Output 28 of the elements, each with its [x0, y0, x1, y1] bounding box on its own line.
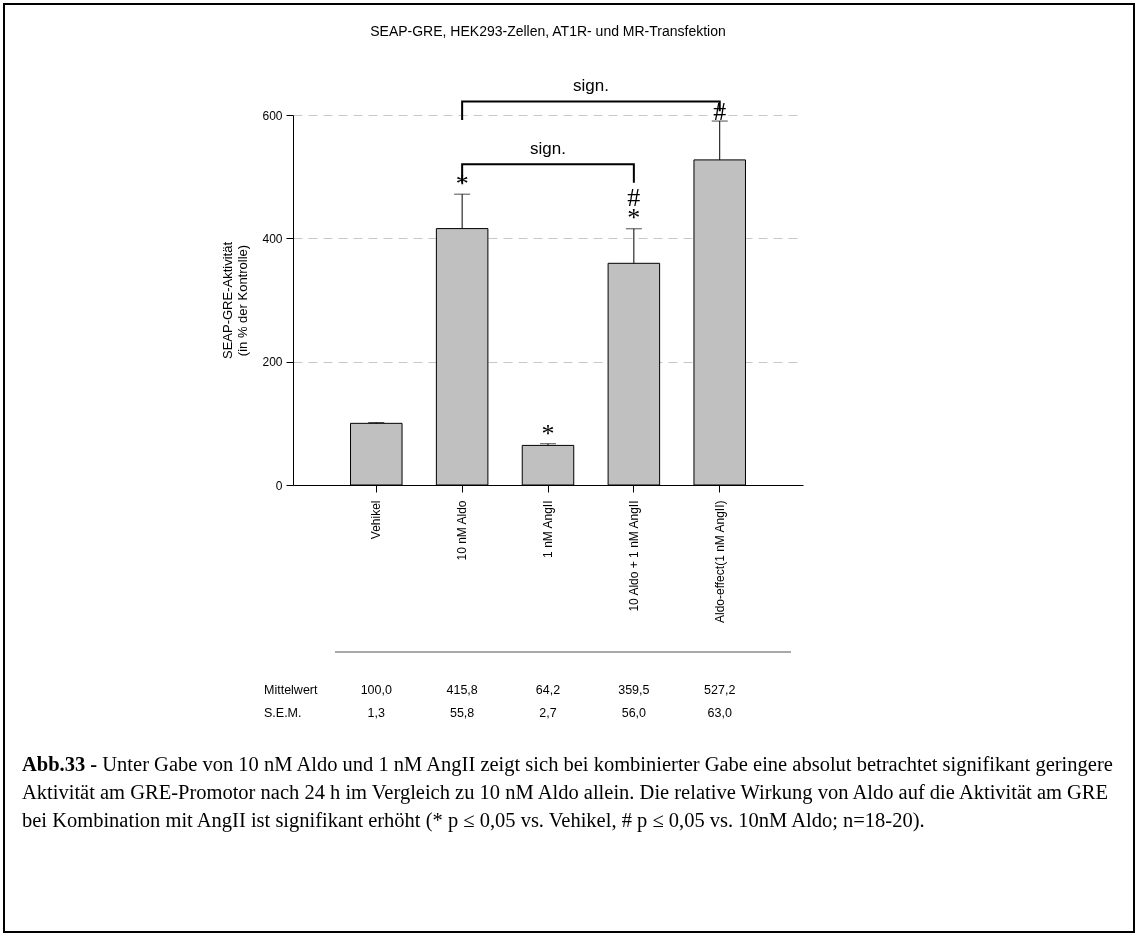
chart-title: SEAP-GRE, HEK293-Zellen, AT1R- und MR-Transfektion	[370, 22, 726, 39]
data-label: 415,8	[446, 683, 478, 697]
x-tick-label: Vehikel	[369, 500, 384, 540]
text: sign.	[572, 76, 609, 96]
annotation: #	[713, 96, 727, 126]
text: 55,8	[449, 706, 475, 720]
text: S.E.M.	[264, 706, 302, 720]
x-tick-label: Aldo-effect(1 nM AngII)	[712, 500, 727, 624]
y-tick-label: 400	[262, 231, 283, 246]
y-tick-label: 600	[262, 108, 283, 123]
text: 63,0	[707, 706, 732, 720]
annotation: *	[541, 418, 555, 448]
text: 2,7	[539, 706, 557, 720]
x-tick-label: 10 nM Aldo	[455, 500, 470, 561]
text: 56,0	[621, 706, 647, 720]
data-label: 359,5	[618, 683, 650, 697]
x-tick-label: 1 nM AngII	[541, 500, 555, 558]
text: Mittelwert	[264, 683, 319, 697]
y-axis-title: SEAP-GRE-Aktivität (in % der Kontrolle)	[220, 241, 251, 360]
y-tick-label: 200	[262, 355, 283, 370]
annotation: sign.	[530, 139, 566, 159]
caption: Abb.33 - Unter Gabe von 10 nM Aldo und 1 nM AngII zeigt sich bei kombinierter Gabe eine absolut betrachtet signifikant geringere Aktivität am GRE-Promotor nach 24 h im Vergleich zu 10 nM Aldo allein. Die relative Wirkung von Aldo auf die Aktivität am GRE bei Kombination mit AngII ist signifikant erhöht (* p ≤ 0,05 vs. Vehikel, # p ≤ 0,05 vs. 10nM Aldo; n=18-20).	[22, 752, 1114, 834]
data-label: 527,2	[704, 683, 736, 697]
data-label: 64,2	[535, 683, 561, 697]
x-tick-label: 10 Aldo + 1 nM AngII	[626, 500, 641, 612]
text: 1,3	[367, 706, 386, 720]
data-label: 100,0	[360, 683, 392, 697]
y-tick-label: 0	[275, 478, 283, 493]
